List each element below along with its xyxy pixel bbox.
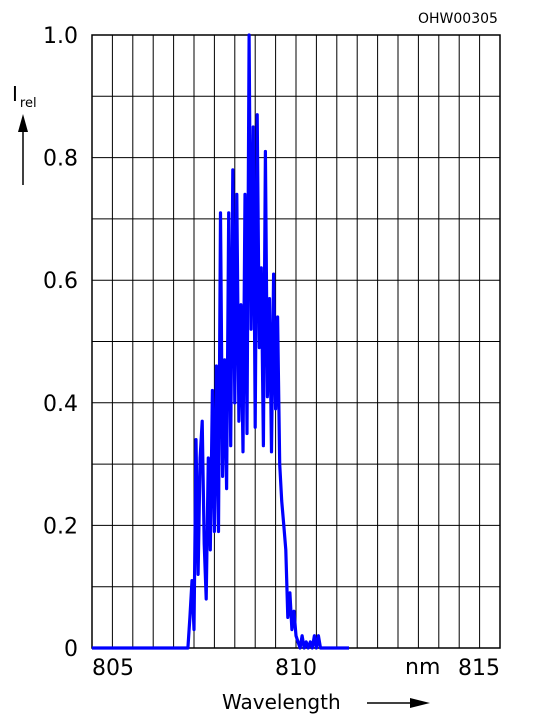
y-tick-label: 0 — [64, 637, 78, 662]
x-axis-label: Wavelength — [222, 690, 341, 714]
series-layer — [92, 33, 349, 650]
y-tick-label: 1.0 — [43, 24, 78, 49]
x-unit-label: nm — [405, 655, 440, 680]
y-tick-label: 0.2 — [43, 514, 78, 539]
x-tick-label: 805 — [92, 656, 134, 681]
x-axis-arrow — [367, 698, 430, 708]
y-tick-label: 0.6 — [43, 269, 78, 294]
x-tick-label: 810 — [275, 656, 317, 681]
y-axis-arrow — [18, 114, 28, 185]
spectrum-line — [92, 33, 349, 650]
y-tick-label: 0.8 — [43, 147, 78, 172]
tick-labels: 0 0.2 0.4 0.6 0.8 1.0 805 810 815 — [43, 24, 500, 681]
grid — [92, 35, 500, 648]
x-tick-label: 815 — [458, 656, 500, 681]
figure-code: OHW00305 — [418, 11, 498, 27]
y-tick-label: 0.4 — [43, 392, 78, 417]
plot-frame — [91, 34, 501, 649]
